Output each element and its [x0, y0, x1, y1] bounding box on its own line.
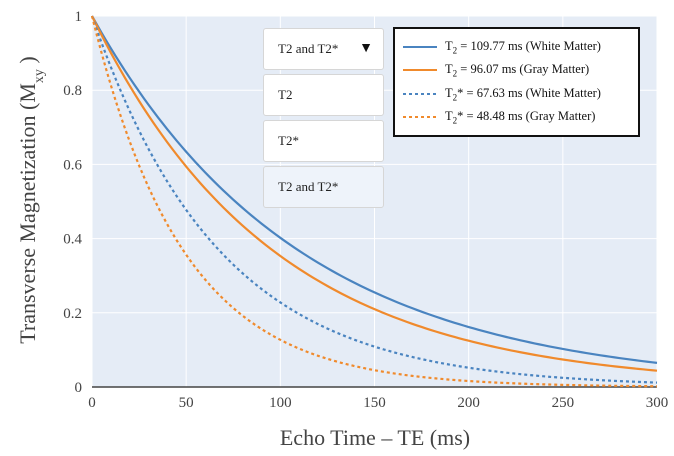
- x-tick-label: 50: [179, 395, 194, 411]
- legend-swatch: [403, 69, 437, 72]
- triangle-down-icon[interactable]: ▼: [359, 41, 373, 56]
- data-point: [421, 326, 422, 327]
- data-point: [186, 166, 187, 167]
- data-point: [562, 377, 563, 378]
- data-point: [138, 130, 139, 131]
- data-point: [609, 356, 610, 357]
- legend-label: T2 = 109.77 ms (White Matter): [445, 38, 601, 56]
- data-point: [186, 254, 187, 255]
- series-line-3[interactable]: [90, 15, 658, 388]
- data-point: [609, 385, 610, 386]
- data-point: [280, 237, 281, 238]
- dropdown-toggle[interactable]: T2 and T2* ▼: [263, 28, 384, 70]
- data-point: [327, 358, 328, 359]
- data-point: [280, 339, 281, 340]
- data-point: [515, 351, 516, 352]
- data-point: [468, 367, 469, 368]
- legend-swatch: [403, 116, 437, 119]
- data-point: [327, 285, 328, 286]
- data-point: [656, 362, 657, 363]
- data-point: [562, 384, 563, 385]
- data-point: [421, 311, 422, 312]
- y-tick-label: 0.8: [63, 83, 82, 99]
- data-point: [138, 165, 139, 166]
- data-point: [656, 386, 657, 387]
- legend-label: T2* = 48.48 ms (Gray Matter): [445, 109, 596, 126]
- data-point: [421, 359, 422, 360]
- data-point: [327, 268, 328, 269]
- x-tick-label: 250: [552, 395, 575, 411]
- data-point: [233, 199, 234, 200]
- data-point: [515, 383, 516, 384]
- y-axis-title: Transverse Magnetization (Mxy ): [15, 56, 47, 344]
- data-point: [186, 151, 187, 152]
- y-tick-label: 0.2: [63, 306, 82, 322]
- dropdown-option-t2[interactable]: T2: [263, 74, 384, 116]
- x-tick-label: 300: [646, 395, 669, 411]
- x-axis-ticks: 0 50 100 150 200 250 300: [88, 395, 668, 411]
- data-point: [280, 255, 281, 256]
- legend-item-t2-gray[interactable]: T2 = 96.07 ms (Gray Matter): [403, 59, 630, 83]
- dropdown-selected-label: T2 and T2*: [278, 41, 339, 56]
- dropdown-option-t2-and-t2-star[interactable]: T2 and T2*: [263, 166, 384, 208]
- legend-label: T2 = 96.07 ms (Gray Matter): [445, 62, 590, 79]
- data-point: [468, 380, 469, 381]
- y-tick-label: 0.4: [63, 232, 82, 248]
- series-line-2[interactable]: [90, 15, 658, 384]
- data-point: [374, 346, 375, 347]
- y-tick-label: 1: [75, 9, 83, 25]
- data-point: [138, 100, 139, 101]
- y-tick-label: 0: [75, 380, 83, 396]
- data-point: [374, 292, 375, 293]
- data-point: [609, 365, 610, 366]
- data-point: [374, 308, 375, 309]
- legend-swatch: [403, 92, 437, 95]
- x-tick-label: 0: [88, 395, 96, 411]
- data-point: [138, 91, 139, 92]
- legend-item-t2star-white[interactable]: T2* = 67.63 ms (White Matter): [403, 82, 630, 106]
- y-tick-label: 0.6: [63, 157, 82, 173]
- data-point: [374, 370, 375, 371]
- data-point: [233, 264, 234, 265]
- x-axis-title: Echo Time – TE (ms): [280, 425, 470, 450]
- data-point: [515, 373, 516, 374]
- data-point: [468, 340, 469, 341]
- dropdown-option-t2-star[interactable]: T2*: [263, 120, 384, 162]
- legend-item-t2star-gray[interactable]: T2* = 48.48 ms (Gray Matter): [403, 106, 630, 130]
- data-point: [327, 328, 328, 329]
- series-line-1[interactable]: [91, 15, 658, 372]
- dropdown-option-label: T2*: [278, 133, 299, 148]
- y-axis-ticks: 0 0.2 0.4 0.6 0.8 1: [63, 9, 82, 396]
- x-tick-label: 150: [363, 395, 386, 411]
- data-point: [421, 376, 422, 377]
- dropdown-option-label: T2 and T2*: [278, 179, 339, 194]
- legend-swatch: [403, 45, 437, 48]
- legend-item-t2-white[interactable]: T2 = 109.77 ms (White Matter): [403, 35, 630, 59]
- data-point: [562, 348, 563, 349]
- data-point: [515, 339, 516, 340]
- data-point: [186, 209, 187, 210]
- data-point: [233, 307, 234, 308]
- series-lines: [90, 15, 658, 388]
- data-point: [609, 380, 610, 381]
- data-point: [468, 326, 469, 327]
- data-point: [233, 216, 234, 217]
- data-point: [656, 382, 657, 383]
- series-line-0[interactable]: [91, 15, 658, 364]
- x-tick-label: 100: [269, 395, 292, 411]
- dropdown-option-label: T2: [278, 87, 293, 102]
- curve-selector-dropdown[interactable]: T2 and T2* ▼ T2 T2* T2 and T2*: [263, 28, 384, 212]
- data-point: [91, 15, 92, 16]
- data-point: [656, 370, 657, 371]
- data-point: [280, 302, 281, 303]
- legend: T2 = 109.77 ms (White Matter) T2 = 96.07…: [393, 27, 640, 137]
- x-tick-label: 200: [457, 395, 480, 411]
- data-point: [562, 359, 563, 360]
- legend-label: T2* = 67.63 ms (White Matter): [445, 85, 601, 103]
